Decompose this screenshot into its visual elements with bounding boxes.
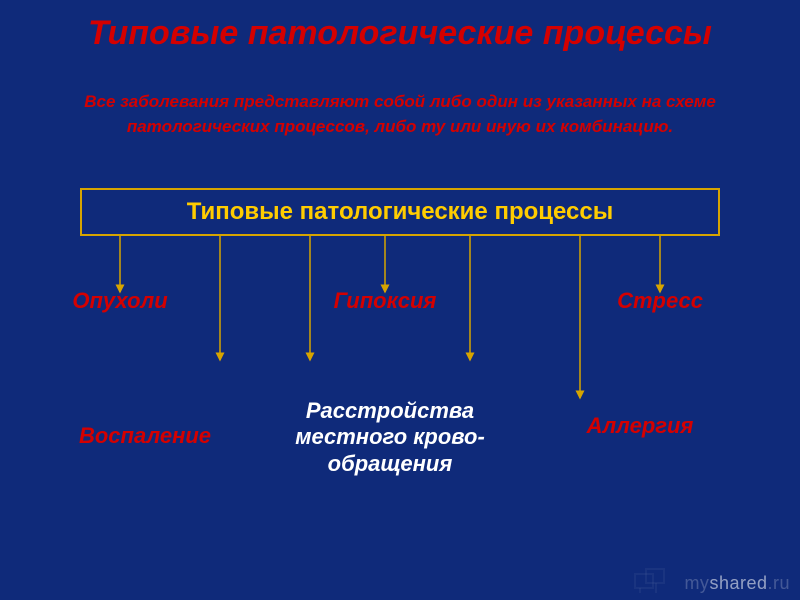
node-inflammation: Воспаление bbox=[5, 423, 285, 449]
watermark-accent: shared bbox=[709, 573, 767, 593]
node-allergy: Аллергия bbox=[500, 413, 780, 439]
watermark: myshared.ru bbox=[684, 573, 790, 594]
subtitle: Все заболевания представляют собой либо … bbox=[60, 90, 740, 139]
watermark-prefix: my bbox=[684, 573, 709, 593]
page-title: Типовые патологические процессы bbox=[0, 14, 800, 53]
node-stress: Стресс bbox=[520, 288, 800, 314]
arrow-group bbox=[120, 236, 660, 398]
node-hypoxia: Гипоксия bbox=[245, 288, 525, 314]
watermark-icon bbox=[634, 568, 668, 594]
slide: Типовые патологические процессы Все забо… bbox=[0, 0, 800, 600]
node-circulation: Расстройства местного крово- обращения bbox=[250, 398, 530, 477]
node-tumors: Опухоли bbox=[0, 288, 260, 314]
watermark-suffix: .ru bbox=[767, 573, 790, 593]
root-box: Типовые патологические процессы bbox=[80, 188, 720, 236]
